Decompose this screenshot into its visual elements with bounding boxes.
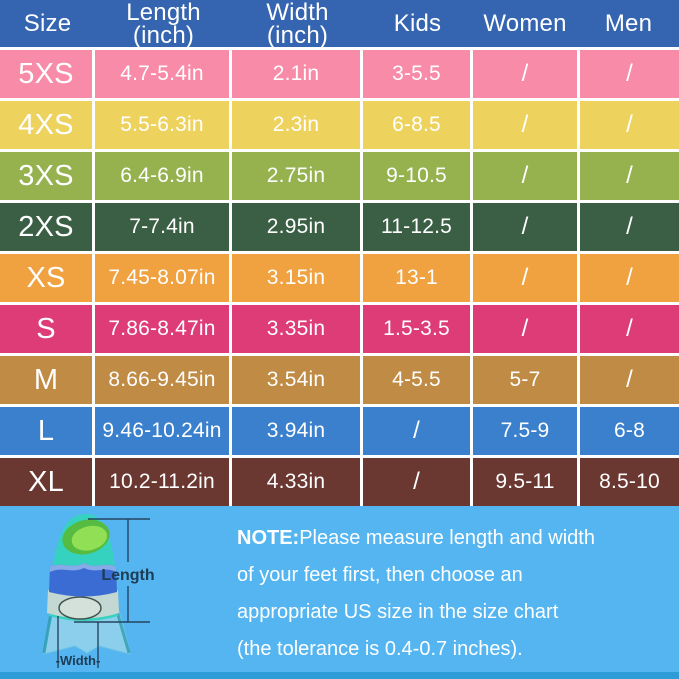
header-men-label: Men bbox=[604, 10, 653, 37]
table-row: 4XS 5.5-6.3in 2.3in 6-8.5// bbox=[0, 101, 679, 149]
men-cell: / bbox=[580, 356, 679, 404]
women-cell: / bbox=[473, 101, 577, 149]
size-cell: XS bbox=[0, 254, 92, 302]
header-men: Men bbox=[578, 10, 679, 37]
size-cell: 3XS bbox=[0, 152, 92, 200]
kids-cell: 3-5.5 bbox=[363, 50, 470, 98]
header-size: Size bbox=[0, 10, 95, 37]
note-line-4: (the tolerance is 0.4-0.7 inches). bbox=[237, 638, 523, 660]
men-cell: / bbox=[580, 152, 679, 200]
kids-cell: 1.5-3.5 bbox=[363, 305, 470, 353]
length-cell: 9.46-10.24in bbox=[95, 407, 229, 455]
kids-cell: / bbox=[363, 458, 470, 506]
men-cell: / bbox=[580, 203, 679, 251]
table-row: XS 7.45-8.07in 3.15in 13-1// bbox=[0, 254, 679, 302]
table-row: 3XS 6.4-6.9in 2.75in 9-10.5// bbox=[0, 152, 679, 200]
header-width: Width (inch) bbox=[232, 0, 363, 49]
length-cell: 7-7.4in bbox=[95, 203, 229, 251]
women-cell: / bbox=[473, 50, 577, 98]
size-cell: M bbox=[0, 356, 92, 404]
length-label: Length bbox=[101, 567, 154, 584]
women-cell: / bbox=[473, 254, 577, 302]
header-width-label: Width bbox=[266, 0, 329, 26]
measure-note-section: Length -Width- NOTE:Please measure lengt… bbox=[0, 506, 679, 672]
note-line-3: appropriate US size in the size chart bbox=[237, 601, 559, 623]
length-cell: 6.4-6.9in bbox=[95, 152, 229, 200]
header-kids-label: Kids bbox=[393, 10, 442, 37]
kids-cell: 13-1 bbox=[363, 254, 470, 302]
width-cell: 3.94in bbox=[232, 407, 360, 455]
header-size-label: Size bbox=[23, 10, 72, 37]
header-women-label: Women bbox=[483, 10, 567, 37]
width-cell: 3.35in bbox=[232, 305, 360, 353]
men-cell: 8.5-10 bbox=[580, 458, 679, 506]
header-length-label: Length bbox=[126, 0, 201, 26]
width-cell: 2.1in bbox=[232, 50, 360, 98]
length-cell: 4.7-5.4in bbox=[95, 50, 229, 98]
size-cell: L bbox=[0, 407, 92, 455]
table-row: S 7.86-8.47in 3.35in 1.5-3.5// bbox=[0, 305, 679, 353]
size-cell: 5XS bbox=[0, 50, 92, 98]
length-cell: 10.2-11.2in bbox=[95, 458, 229, 506]
size-cell: S bbox=[0, 305, 92, 353]
size-cell: 2XS bbox=[0, 203, 92, 251]
table-row: M 8.66-9.45in 3.54in 4-5.5 5-7/ bbox=[0, 356, 679, 404]
size-table: Size Length (inch) Width (inch) Kids Wom… bbox=[0, 0, 679, 506]
kids-cell: 4-5.5 bbox=[363, 356, 470, 404]
width-cell: 2.3in bbox=[232, 101, 360, 149]
width-cell: 3.54in bbox=[232, 356, 360, 404]
note-line-2: of your feet first, then choose an bbox=[237, 564, 523, 586]
swim-fin-icon: Length -Width- bbox=[42, 514, 155, 668]
kids-cell: 6-8.5 bbox=[363, 101, 470, 149]
table-body: 5XS 4.7-5.4in 2.1in 3-5.5//4XS 5.5-6.3in 2.3i… bbox=[0, 47, 679, 506]
width-cell: 3.15in bbox=[232, 254, 360, 302]
width-cell: 2.75in bbox=[232, 152, 360, 200]
table-header-row: Size Length (inch) Width (inch) Kids Wom… bbox=[0, 0, 679, 47]
men-cell: / bbox=[580, 305, 679, 353]
header-length: Length (inch) bbox=[95, 0, 232, 49]
note-line-1: NOTE:Please measure length and width bbox=[237, 520, 662, 557]
women-cell: 7.5-9 bbox=[473, 407, 577, 455]
size-cell: XL bbox=[0, 458, 92, 506]
men-cell: / bbox=[580, 101, 679, 149]
header-length-unit: (inch) bbox=[132, 21, 195, 49]
women-cell: 9.5-11 bbox=[473, 458, 577, 506]
header-width-unit: (inch) bbox=[266, 21, 329, 49]
women-cell: / bbox=[473, 203, 577, 251]
fin-illustration: Length -Width- bbox=[0, 506, 215, 672]
note-bold-prefix: NOTE: bbox=[237, 527, 300, 549]
width-dimension-line bbox=[57, 616, 99, 668]
width-cell: 2.95in bbox=[232, 203, 360, 251]
length-cell: 7.45-8.07in bbox=[95, 254, 229, 302]
size-cell: 4XS bbox=[0, 101, 92, 149]
width-cell: 4.33in bbox=[232, 458, 360, 506]
kids-cell: / bbox=[363, 407, 470, 455]
table-row: L 9.46-10.24in 3.94in/7.5-9 6-8 bbox=[0, 407, 679, 455]
table-row: 2XS 7-7.4in 2.95in 11-12.5// bbox=[0, 203, 679, 251]
note-line-1-text: Please measure length and width bbox=[299, 527, 595, 549]
men-cell: / bbox=[580, 50, 679, 98]
table-row: XL 10.2-11.2in 4.33in/9.5-11 8.5-10 bbox=[0, 458, 679, 506]
measure-note: NOTE:Please measure length and width of … bbox=[237, 520, 662, 668]
women-cell: / bbox=[473, 305, 577, 353]
header-women: Women bbox=[472, 10, 578, 37]
header-kids: Kids bbox=[363, 10, 472, 37]
men-cell: / bbox=[580, 254, 679, 302]
kids-cell: 9-10.5 bbox=[363, 152, 470, 200]
length-cell: 8.66-9.45in bbox=[95, 356, 229, 404]
women-cell: 5-7 bbox=[473, 356, 577, 404]
table-row: 5XS 4.7-5.4in 2.1in 3-5.5// bbox=[0, 50, 679, 98]
bottom-edge-strip bbox=[0, 672, 679, 679]
length-cell: 7.86-8.47in bbox=[95, 305, 229, 353]
men-cell: 6-8 bbox=[580, 407, 679, 455]
length-cell: 5.5-6.3in bbox=[95, 101, 229, 149]
kids-cell: 11-12.5 bbox=[363, 203, 470, 251]
women-cell: / bbox=[473, 152, 577, 200]
width-label: -Width- bbox=[56, 653, 101, 668]
length-dimension-line bbox=[74, 518, 150, 623]
